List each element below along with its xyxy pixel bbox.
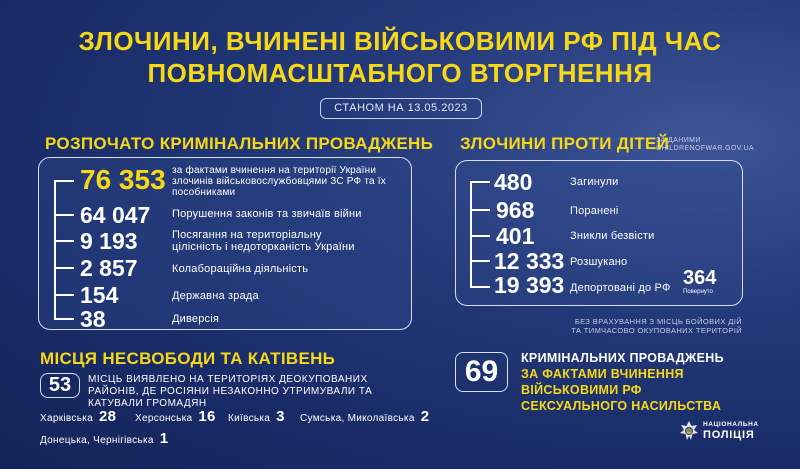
found-label: Розшукано xyxy=(570,256,628,268)
deported-value: 19 393 xyxy=(494,272,565,298)
region-value: 28 xyxy=(98,408,117,425)
tick xyxy=(470,286,490,288)
tick xyxy=(54,214,74,216)
sexual-line-1: КРИМІНАЛЬНИХ ПРОВАДЖЕНЬ xyxy=(521,351,724,365)
missing-value: 401 xyxy=(496,223,535,249)
tick xyxy=(54,294,74,296)
sabotage-label: Диверсія xyxy=(172,313,220,325)
killed-label: Загинули xyxy=(570,176,619,188)
region-sumy-mykolaiv: Сумська, Миколаївська 2 xyxy=(300,408,429,425)
treason-value: 154 xyxy=(80,282,119,308)
region-name: Донецька, Чернігівська xyxy=(40,435,154,446)
region-name: Харківська xyxy=(40,413,93,424)
region-kharkiv: Харківська 28 xyxy=(40,408,116,425)
region-kherson: Херсонська 16 xyxy=(135,408,216,425)
tick xyxy=(470,209,490,211)
killed-value: 480 xyxy=(494,169,533,195)
tick xyxy=(470,181,490,183)
total-cases-value: 76 353 xyxy=(80,164,166,195)
tick xyxy=(54,180,74,182)
tick xyxy=(54,267,74,269)
criminal-box xyxy=(38,157,412,330)
tick xyxy=(470,235,490,237)
total-cases-label: за фактами вчинення на території України… xyxy=(172,165,386,198)
region-name: Херсонська xyxy=(135,413,193,424)
title-line-1: ЗЛОЧИНИ, ВЧИНЕНІ ВІЙСЬКОВИМИ РФ ПІД ЧАС xyxy=(78,26,722,56)
criminal-heading: РОЗПОЧАТО КРИМІНАЛЬНИХ ПРОВАДЖЕНЬ xyxy=(45,134,434,153)
region-value: 16 xyxy=(198,408,216,425)
sexual-line-3: ВІЙСЬКОВИМИ РФ xyxy=(521,383,642,397)
region-value: 1 xyxy=(159,430,169,447)
torture-heading: МІСЦЯ НЕСВОБОДИ ТА КАТІВЕНЬ xyxy=(40,349,336,368)
logo-line-2: ПОЛІЦІЯ xyxy=(703,429,755,441)
integrity-label: Посягання на територіальну цілісність і … xyxy=(172,229,355,253)
wounded-label: Поранені xyxy=(570,205,619,217)
title-line-2: ПОВНОМАСШТАБНОГО ВТОРГНЕННЯ xyxy=(147,58,653,88)
region-value: 3 xyxy=(276,408,285,425)
tick xyxy=(470,260,490,262)
children-box xyxy=(455,160,743,306)
sexual-violence-text: КРИМІНАЛЬНИХ ПРОВАДЖЕНЬ ЗА ФАКТАМИ ВЧИНЕ… xyxy=(521,350,724,414)
integrity-value: 9 193 xyxy=(80,228,138,254)
torture-text: місць виявлено на територіях деокуповани… xyxy=(88,374,373,409)
sexual-line-4: СЕКСУАЛЬНОГО НАСИЛЬСТВА xyxy=(521,399,722,413)
war-laws-label: Порушення законів та звичаїв війни xyxy=(172,208,362,220)
torture-count: 53 xyxy=(40,373,80,398)
found-value: 12 333 xyxy=(494,248,565,274)
sabotage-value: 38 xyxy=(80,306,106,332)
region-name: Сумська, Миколаївська xyxy=(300,413,415,424)
region-kyiv: Київська 3 xyxy=(228,408,285,425)
war-laws-value: 64 047 xyxy=(80,202,151,228)
tick xyxy=(54,240,74,242)
missing-label: Зникли безвісти xyxy=(570,230,655,242)
logo-line-1: НАЦІОНАЛЬНА xyxy=(703,421,759,428)
sexual-line-2: ЗА ФАКТАМИ ВЧИНЕННЯ xyxy=(521,367,684,381)
date-badge: СТАНОМ НА 13.05.2023 xyxy=(320,98,482,119)
wounded-value: 968 xyxy=(496,197,535,223)
collaboration-value: 2 857 xyxy=(80,255,138,281)
police-star-icon xyxy=(680,421,698,440)
bracket-line xyxy=(54,180,56,319)
returned-label: Повернуто xyxy=(683,289,713,295)
region-donetsk-chernihiv: Донецька, Чернігівська 1 xyxy=(40,430,168,447)
collaboration-label: Колабораційна діяльність xyxy=(172,263,309,275)
region-value: 2 xyxy=(420,408,430,425)
children-heading: ЗЛОЧИНИ ПРОТИ ДІТЕЙ xyxy=(460,134,670,153)
returned-value: 364 xyxy=(683,267,717,289)
tick xyxy=(54,318,74,320)
sexual-violence-count: 69 xyxy=(455,352,508,392)
bracket-line xyxy=(470,181,472,287)
region-name: Київська xyxy=(228,413,271,424)
deported-label: Депортовані до РФ xyxy=(570,282,671,294)
treason-label: Державна зрада xyxy=(172,290,259,302)
children-footnote: Без врахування з місць бойових дій та ти… xyxy=(571,317,742,335)
children-source: ЗА ДАНИМИ CHILDRENOFWAR.GOV.UA xyxy=(656,137,755,152)
